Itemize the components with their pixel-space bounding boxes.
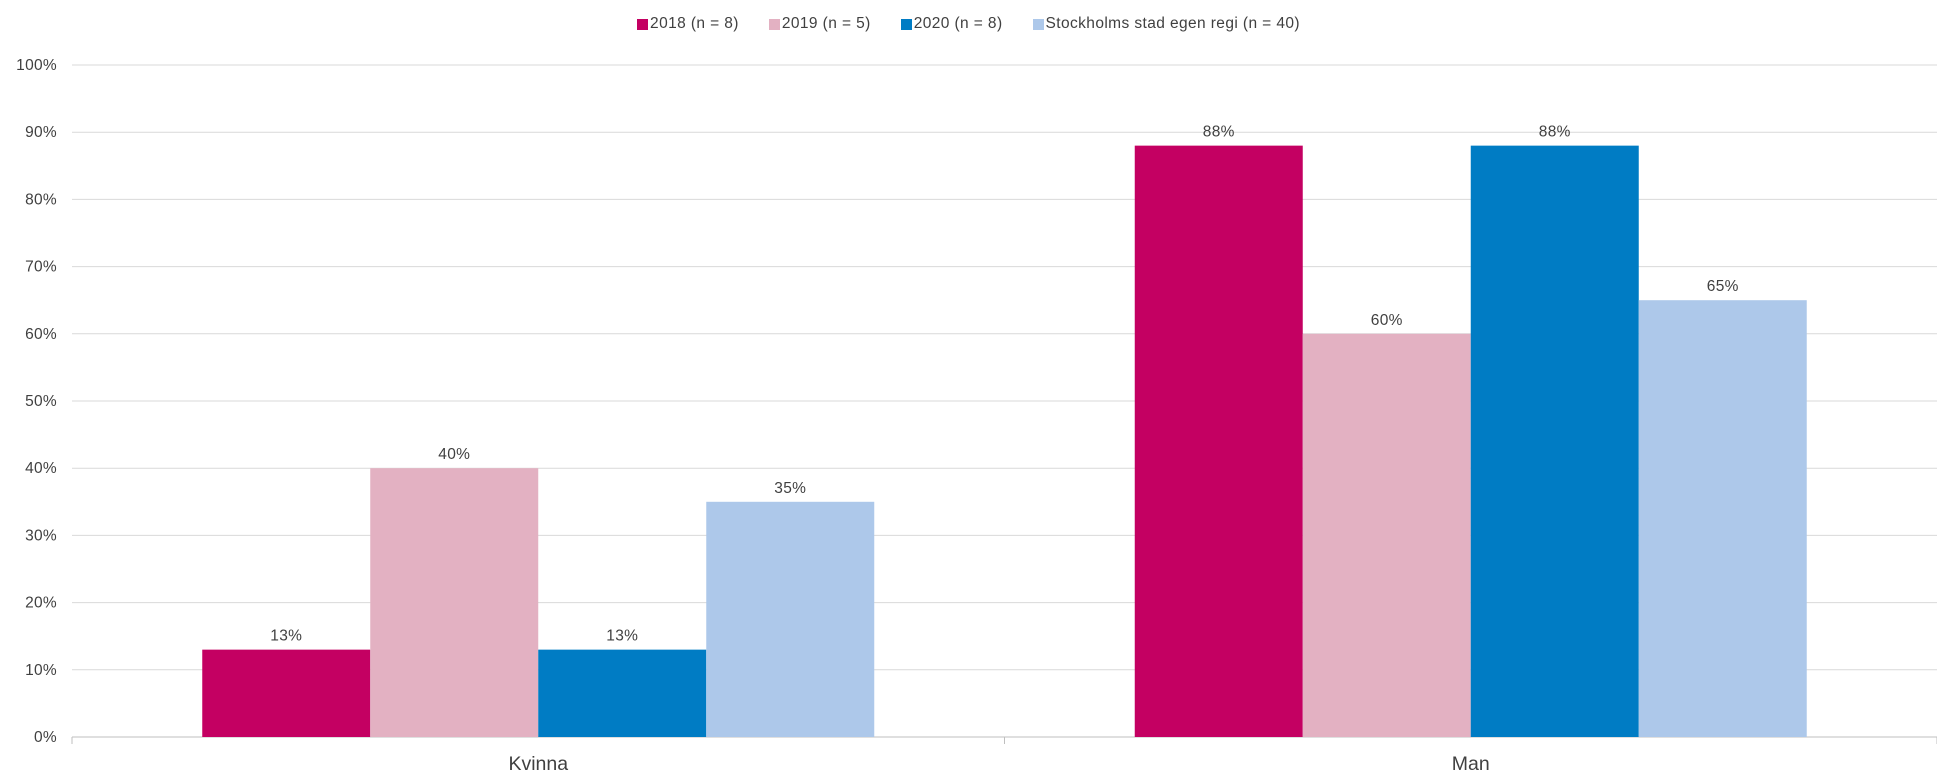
data-label: 13%	[606, 628, 638, 645]
y-tick-label: 60%	[25, 326, 57, 343]
bar	[1638, 300, 1807, 737]
bar	[370, 468, 539, 737]
legend-swatch	[637, 18, 649, 30]
data-label: 88%	[1203, 124, 1235, 141]
bar	[1134, 145, 1303, 737]
legend: 2018 (n = 8) 2019 (n = 5) 2020 (n = 8) Stoc…	[0, 13, 1937, 35]
legend-swatch	[768, 18, 780, 30]
legend-item: 2020 (n = 8)	[900, 15, 1003, 33]
bar	[1302, 333, 1471, 737]
data-label: 88%	[1539, 124, 1571, 141]
y-tick-label: 40%	[25, 460, 57, 477]
y-tick-label: 70%	[25, 259, 57, 276]
legend-swatch	[1032, 18, 1044, 30]
data-label: 65%	[1707, 278, 1739, 295]
legend-label: 2019 (n = 5)	[781, 15, 871, 32]
y-tick-label: 10%	[25, 662, 57, 679]
bar	[706, 501, 875, 737]
legend-item: 2019 (n = 5)	[768, 15, 871, 33]
legend-label: 2018 (n = 8)	[650, 15, 739, 32]
data-label: 40%	[438, 446, 470, 463]
legend-item: 2018 (n = 8)	[637, 15, 739, 33]
legend-label: Stockholms stad egen regi (n = 40)	[1045, 15, 1300, 32]
bar	[538, 649, 707, 737]
data-label: 35%	[774, 480, 806, 497]
bar	[202, 649, 371, 737]
y-tick-label: 80%	[25, 191, 57, 208]
y-tick-label: 50%	[25, 393, 57, 410]
x-category-label: Man	[1452, 753, 1490, 774]
x-category-label: Kvinna	[508, 753, 568, 774]
y-tick-label: 100%	[16, 57, 57, 74]
y-tick-label: 0%	[34, 729, 57, 746]
y-tick-label: 20%	[25, 595, 57, 612]
data-label: 60%	[1371, 312, 1403, 329]
legend-swatch	[900, 18, 912, 30]
legend-item: Stockholms stad egen regi (n = 40)	[1032, 15, 1300, 33]
data-label: 13%	[270, 628, 302, 645]
y-tick-label: 90%	[25, 124, 57, 141]
legend-label: 2020 (n = 8)	[913, 15, 1003, 32]
y-tick-label: 30%	[25, 527, 57, 544]
bar	[1470, 145, 1639, 737]
